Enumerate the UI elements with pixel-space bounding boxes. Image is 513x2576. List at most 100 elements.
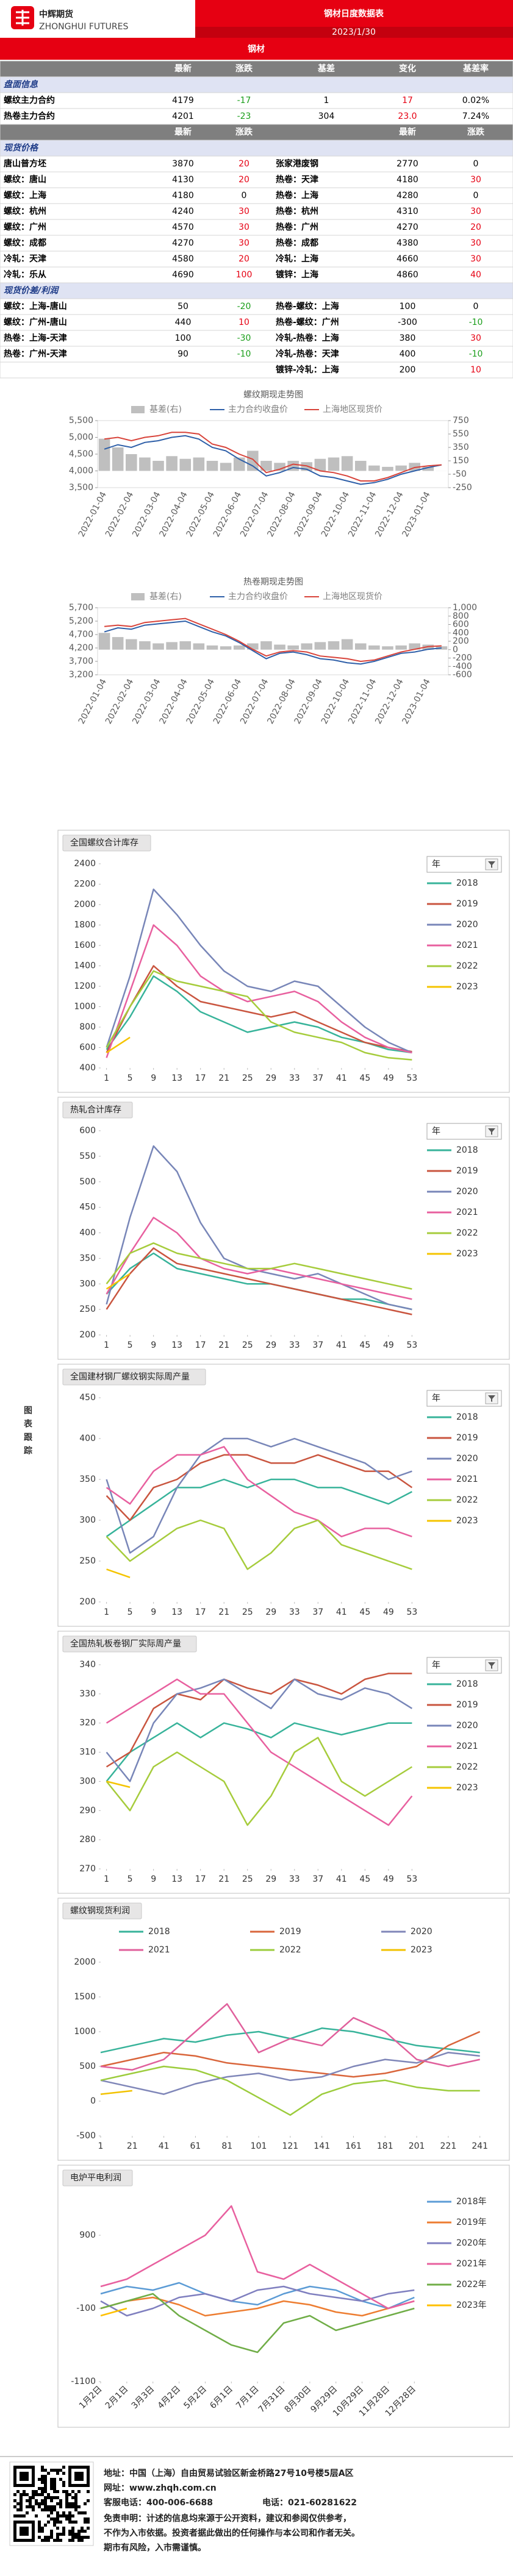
row-label: 热卷：广州 xyxy=(276,222,318,232)
x-tick-label: 45 xyxy=(359,1340,370,1350)
table-cell: 50 xyxy=(178,302,188,311)
legend-label: 2021 xyxy=(148,1945,170,1955)
x-tick-label: 9 xyxy=(151,1340,156,1350)
qr-module xyxy=(16,2508,20,2511)
qr-module xyxy=(32,2496,35,2499)
x-tick-label: 21 xyxy=(218,1073,229,1083)
x-tick-label: 41 xyxy=(336,1073,347,1083)
x-tick-label: 29 xyxy=(265,1073,276,1083)
qr-module xyxy=(62,2481,65,2484)
basis-bar xyxy=(409,643,420,650)
table-cell: 4270 xyxy=(396,222,418,232)
qr-module xyxy=(29,2505,32,2508)
table-cell: 4380 xyxy=(396,238,418,248)
sidebar-label: 图表跟踪 xyxy=(23,1406,33,1459)
x-tick-label: 5 xyxy=(127,1340,133,1350)
legend-label: 2023 xyxy=(456,1249,478,1259)
y-tick-label: 550 xyxy=(79,1151,96,1161)
qr-module xyxy=(23,2493,26,2496)
series-line xyxy=(100,2065,480,2116)
qr-module xyxy=(87,2527,90,2530)
basis-bar xyxy=(260,461,272,471)
x-tick-label: 21 xyxy=(218,1607,229,1617)
qr-module xyxy=(56,2536,59,2539)
footer-disclaimer: 免责申明：计述的信息均来源于公开资料，建议和参阅仅供参考， xyxy=(104,2513,351,2524)
qr-module xyxy=(68,2514,71,2517)
y2-tick-label: 350 xyxy=(453,443,469,452)
series-line xyxy=(100,2293,415,2354)
y-tick-label: 500 xyxy=(79,2062,96,2071)
qr-module xyxy=(59,2539,62,2542)
legend-title: 年 xyxy=(432,859,440,869)
row-label: 螺纹：杭州 xyxy=(4,206,46,216)
y-tick-label: 4,500 xyxy=(69,449,93,459)
x-tick-label: 53 xyxy=(406,1874,417,1884)
y-tick-label: 2000 xyxy=(74,1957,96,1967)
table-row xyxy=(0,330,513,347)
legend-label: 2020 xyxy=(456,1187,478,1197)
column-header: 涨跌 xyxy=(235,127,253,137)
row-label: 热卷：杭州 xyxy=(276,206,318,216)
y-tick-label: 320 xyxy=(79,1718,96,1728)
x-tick-label: 25 xyxy=(242,1340,253,1350)
qr-module xyxy=(59,2478,62,2481)
table-cell: 3870 xyxy=(172,159,194,169)
legend-label: 2019年 xyxy=(456,2218,487,2227)
y2-tick-label: -50 xyxy=(453,469,467,479)
legend-swatch xyxy=(131,406,145,413)
x-tick-label: 1 xyxy=(104,1874,109,1884)
basis-bar xyxy=(274,463,285,471)
qr-module xyxy=(56,2496,59,2499)
x-tick-label: 9 xyxy=(151,1073,156,1083)
legend-label: 2018 xyxy=(456,1145,478,1155)
qr-module xyxy=(44,2475,47,2478)
qr-module xyxy=(38,2521,41,2524)
qr-module xyxy=(38,2493,41,2496)
x-tick-label: 1 xyxy=(104,1607,109,1617)
legend-swatch xyxy=(131,593,145,600)
footer-address: 地址：中国（上海）自由贸易试验区新金桥路27号10号楼5层A区 xyxy=(104,2468,354,2478)
y-tick-label: 4,000 xyxy=(69,466,93,476)
y2-tick-label: -250 xyxy=(453,483,472,493)
qr-module xyxy=(71,2505,74,2508)
qr-module xyxy=(77,2530,81,2533)
row-label: 热卷：成都 xyxy=(276,238,318,248)
qr-module xyxy=(56,2472,59,2475)
legend-label: 2019 xyxy=(456,1700,478,1710)
qr-module xyxy=(20,2508,23,2511)
legend-label: 2019 xyxy=(456,899,478,909)
series-line xyxy=(106,1454,413,1521)
qr-module xyxy=(84,2530,87,2533)
chart-title-tab xyxy=(62,2169,133,2186)
qr-finder xyxy=(20,2472,29,2481)
x-tick-label: 45 xyxy=(359,1874,370,1884)
qr-module xyxy=(56,2469,59,2472)
series-line xyxy=(106,1242,412,1290)
qr-module xyxy=(47,2539,50,2542)
price-line xyxy=(104,617,442,663)
chart-title: 电炉平电利润 xyxy=(70,2173,121,2183)
y-tick-label: 200 xyxy=(79,1330,96,1340)
table-cell: 0 xyxy=(473,191,479,201)
chart-frame xyxy=(57,2165,510,2428)
row-label: 热卷：天津 xyxy=(276,174,318,185)
column-header: 涨跌 xyxy=(467,127,485,137)
legend-label: 2018 xyxy=(148,1927,170,1937)
qr-module xyxy=(68,2533,71,2536)
y-tick-label: 310 xyxy=(79,1748,96,1757)
legend-label: 2022 xyxy=(456,1495,478,1505)
chart-title: 全国建材钢厂螺纹钢实际周产量 xyxy=(70,1372,190,1382)
series-line xyxy=(106,1478,412,1537)
series-line xyxy=(106,1273,131,1290)
basis-bar xyxy=(112,637,124,650)
qr-module xyxy=(35,2493,38,2496)
table-cell: -300 xyxy=(398,318,417,327)
chart-frame xyxy=(57,1631,510,1894)
qr-module xyxy=(20,2493,23,2496)
qr-module xyxy=(59,2502,62,2505)
x-tick-label: 17 xyxy=(195,1874,206,1884)
table-row xyxy=(0,155,513,173)
table-row xyxy=(0,108,513,125)
legend-label: 2023 xyxy=(456,982,478,992)
